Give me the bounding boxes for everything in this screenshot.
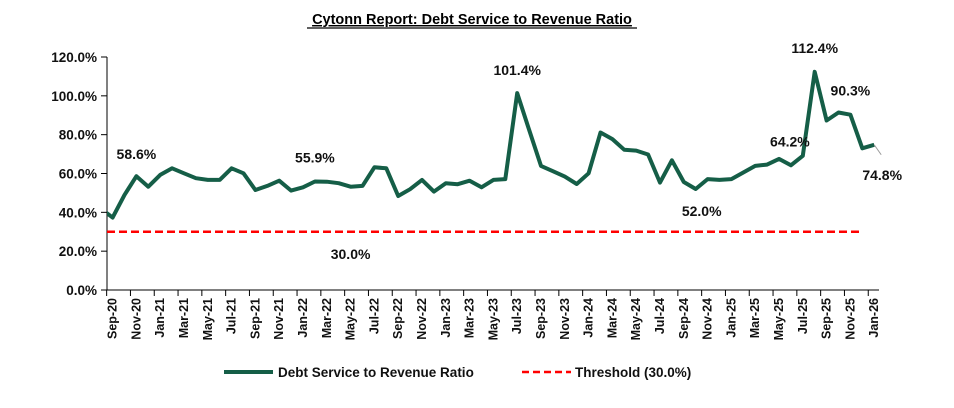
- x-tick-label: May-25: [772, 298, 786, 340]
- data-label: 74.8%: [862, 167, 902, 183]
- x-tick-label: Jan-22: [296, 298, 310, 338]
- x-tick-label: Mar-23: [463, 298, 477, 338]
- x-tick-label: Jan-26: [867, 298, 881, 338]
- data-label: 112.4%: [791, 40, 838, 56]
- x-tick-label: Jan-24: [582, 298, 596, 338]
- x-tick-label: Sep-25: [820, 298, 834, 339]
- data-label: 52.0%: [682, 203, 722, 219]
- x-tick-label: Mar-22: [320, 298, 334, 338]
- data-label: 58.6%: [117, 146, 157, 162]
- data-label: 55.9%: [295, 149, 335, 165]
- data-labels: 58.6% 55.9% 30.0% 101.4% 52.0% 64.2% 112.4% 90.…: [117, 40, 903, 262]
- x-tick-label: Nov-22: [415, 298, 429, 340]
- plot-area: [107, 69, 875, 233]
- y-tick-label: 60.0%: [59, 167, 97, 182]
- leader-line: [873, 144, 882, 156]
- x-tick-label: Nov-24: [701, 298, 715, 340]
- x-tick-label: Jul-25: [796, 298, 810, 334]
- x-tick-label: Mar-24: [605, 298, 619, 338]
- x-tick-label: Sep-24: [677, 298, 691, 339]
- x-tick-label: Jul-24: [653, 298, 667, 334]
- y-tick-label: 20.0%: [59, 244, 97, 259]
- y-tick-label: 0.0%: [66, 283, 97, 298]
- x-tick-label: Mar-21: [177, 298, 191, 338]
- y-tick-label: 100.0%: [51, 89, 97, 104]
- data-label: 90.3%: [831, 83, 871, 99]
- x-tick-label: Nov-21: [272, 298, 286, 340]
- x-tick-label: May-23: [486, 298, 500, 340]
- x-tick-label: Jul-21: [225, 298, 239, 334]
- x-tick-label: Nov-20: [129, 298, 143, 340]
- x-tick-label: Mar-25: [748, 298, 762, 338]
- data-label: 101.4%: [493, 62, 541, 78]
- y-tick-label: 80.0%: [59, 128, 97, 143]
- x-tick-label: Nov-25: [843, 298, 857, 340]
- legend-series-label: Debt Service to Revenue Ratio: [278, 365, 474, 380]
- series-line-debt-service-ratio: [107, 69, 875, 220]
- x-tick-label: Jan-23: [439, 298, 453, 338]
- x-tick-label: Sep-22: [391, 298, 405, 339]
- y-tick-label: 120.0%: [51, 50, 97, 65]
- x-tick-label: May-21: [201, 298, 215, 340]
- data-label: 64.2%: [770, 133, 810, 149]
- x-tick-label: Jan-25: [724, 298, 738, 338]
- y-tick-label: 40.0%: [59, 205, 97, 220]
- x-tick-label: May-22: [344, 298, 358, 340]
- chart-title: Cytonn Report: Debt Service to Revenue R…: [312, 12, 632, 28]
- x-tick-label: Sep-23: [534, 298, 548, 339]
- y-axis: 0.0% 20.0% 40.0% 60.0% 80.0% 100.0% 120.0%: [51, 50, 108, 298]
- data-label: 30.0%: [331, 246, 371, 262]
- x-tick-label: Sep-21: [248, 298, 262, 339]
- x-axis: Sep-20 Nov-20 Jan-21 Mar-21 May-21 Jul-21 Sep-…: [106, 289, 881, 340]
- x-tick-label: Jul-22: [367, 298, 381, 334]
- x-tick-label: Sep-20: [106, 298, 120, 339]
- x-tick-label: Jul-23: [510, 298, 524, 334]
- legend: Debt Service to Revenue Ratio Threshold …: [224, 365, 691, 380]
- x-tick-label: Nov-23: [558, 298, 572, 340]
- legend-threshold-label: Threshold (30.0%): [575, 365, 691, 380]
- x-tick-label: May-24: [629, 298, 643, 340]
- x-tick-label: Jan-21: [153, 298, 167, 338]
